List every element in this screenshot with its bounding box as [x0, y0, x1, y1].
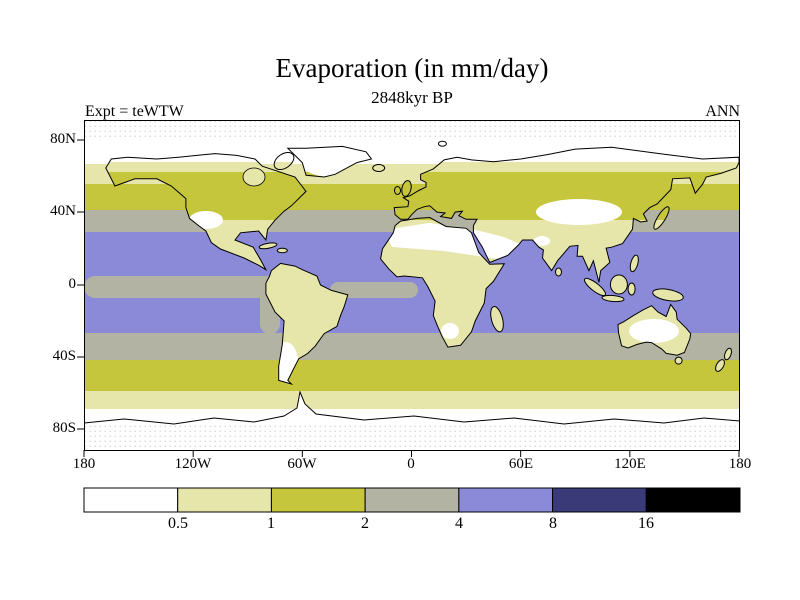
colorbar-cell [645, 487, 741, 513]
lon-tick-label: 60W [287, 456, 317, 472]
season-label: ANN [705, 103, 740, 120]
experiment-label: Expt = teWTW [85, 103, 184, 120]
lon-tick-label: 180 [72, 456, 96, 472]
arctic-stipple [84, 120, 740, 140]
lon-tick-label: 120E [614, 456, 646, 472]
lon-tick-label: 60E [508, 456, 534, 472]
axis-ticks [77, 139, 740, 457]
lat-tick-label: 40N [50, 203, 76, 219]
map-panel [77, 120, 740, 457]
colorbar-tick-label: 8 [549, 515, 557, 532]
colorbar-tick-label: 16 [638, 515, 654, 532]
colorbar-tick-label: 2 [361, 515, 369, 532]
coastlines [105, 140, 740, 386]
colorbar-tick-label: 4 [455, 515, 463, 532]
lat-tick-label: 80N [50, 131, 76, 147]
colorbar-cell [552, 487, 647, 513]
colorbar-cell [270, 487, 366, 513]
lon-tick-label: 120W [174, 456, 212, 472]
lat-tick-label: 40S [52, 348, 76, 364]
colorbar-tick-label: 0.5 [168, 515, 188, 532]
page-title: Evaporation (in mm/day) [275, 53, 549, 83]
hudson-bay [242, 167, 266, 187]
colorbar-cell [364, 487, 460, 513]
colorbar-tick-label: 1 [267, 515, 275, 532]
colorbar-cell [83, 487, 179, 513]
colorbar [83, 487, 741, 513]
colorbar-cell [458, 487, 554, 513]
antarctic-stipple [84, 422, 740, 451]
equatorial-gray-tongues [84, 276, 418, 334]
lon-tick-label: 180 [728, 456, 752, 472]
colorbar-cell [177, 487, 272, 513]
lat-tick-label: 0 [68, 276, 77, 292]
lat-tick-label: 80S [52, 420, 76, 436]
lon-tick-label: 0 [407, 456, 415, 472]
subtitle-time-label: 2848kyr BP [371, 88, 453, 107]
